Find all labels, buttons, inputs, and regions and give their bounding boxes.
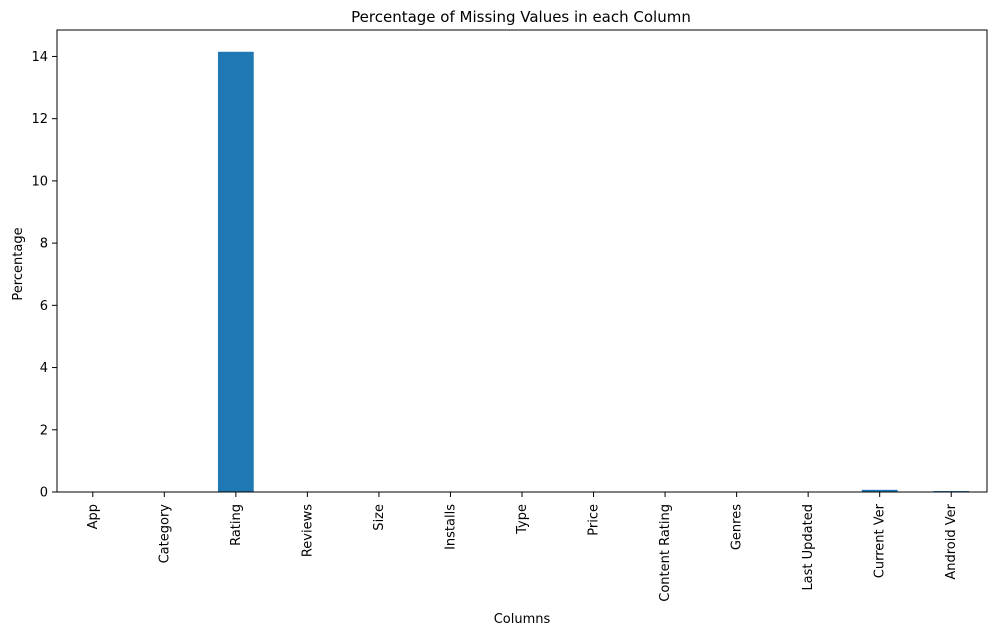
x-tick-label: App <box>86 504 101 529</box>
x-tick-label: Type <box>515 504 530 535</box>
y-tick-label: 14 <box>31 50 48 65</box>
y-tick-label: 10 <box>31 174 48 189</box>
y-axis-title: Percentage <box>11 227 26 300</box>
x-tick-label: Category <box>157 504 172 564</box>
x-tick-label: Android Ver <box>944 503 959 579</box>
x-axis-title: Columns <box>494 612 551 627</box>
bar <box>217 51 254 493</box>
x-tick-label: Rating <box>229 504 244 546</box>
x-tick-label: Reviews <box>300 504 315 557</box>
y-tick-label: 0 <box>40 486 48 501</box>
y-tick-label: 8 <box>40 237 48 252</box>
x-tick-label: Genres <box>730 504 745 550</box>
chart-title: Percentage of Missing Values in each Col… <box>351 8 691 26</box>
y-tick-label: 2 <box>40 423 48 438</box>
plot-area: 0 2 4 6 8 10 12 14 App Category Rating Reviews Size I… <box>31 50 970 602</box>
x-tick-label: Installs <box>443 504 458 550</box>
y-tick-label: 4 <box>40 361 48 376</box>
x-tick-label: Current Ver <box>873 503 888 578</box>
x-tick-label: Content Rating <box>658 504 673 602</box>
bar <box>861 489 898 492</box>
y-tick-label: 12 <box>31 112 48 127</box>
x-tick-label: Last Updated <box>801 504 816 591</box>
x-tick-label: Size <box>372 504 387 531</box>
plot-frame <box>56 29 988 493</box>
y-tick-label: 6 <box>40 299 48 314</box>
x-tick-label: Price <box>587 504 602 536</box>
